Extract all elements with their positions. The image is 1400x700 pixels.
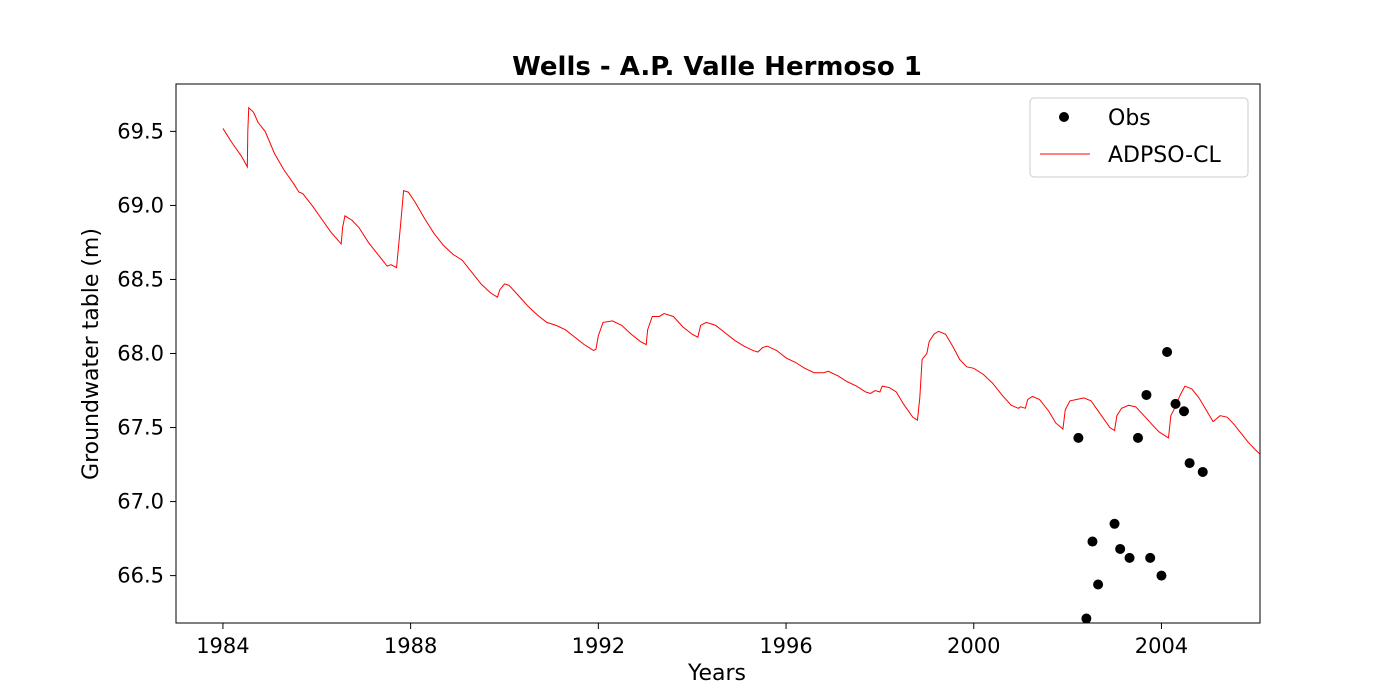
obs-point [1073, 432, 1084, 443]
obs-point [1170, 398, 1181, 409]
x-tick-label: 1996 [759, 634, 812, 658]
y-tick-label: 67.0 [117, 490, 164, 514]
y-axis: 66.5 67.0 67.5 68.0 68.5 69.0 69.5 [117, 119, 176, 588]
legend-box [1029, 97, 1249, 178]
obs-point [1087, 536, 1098, 547]
y-tick-label: 69.0 [117, 193, 164, 217]
x-tick-label: 1988 [384, 634, 437, 658]
x-tick-label: 2000 [947, 634, 1000, 658]
plot-area [222, 106, 1261, 624]
x-tick-label: 1984 [196, 634, 249, 658]
y-tick-label: 68.5 [117, 267, 164, 291]
obs-point [1178, 406, 1189, 417]
obs-point [1156, 570, 1167, 581]
obs-point [1124, 552, 1135, 563]
y-tick-label: 68.0 [117, 342, 164, 366]
legend-obs-marker [1059, 112, 1069, 122]
obs-point [1141, 389, 1152, 400]
y-axis-label: Groundwater table (m) [79, 228, 104, 480]
legend: Obs ADPSO-CL [1029, 97, 1249, 178]
obs-point [1162, 347, 1173, 358]
x-tick-label: 1992 [572, 634, 625, 658]
obs-point [1109, 518, 1120, 529]
y-tick-label: 69.5 [117, 119, 164, 143]
x-axis: 1984 1988 1992 1996 2000 2004 [196, 623, 1188, 658]
obs-point [1115, 543, 1126, 554]
x-axis-label: Years [687, 661, 746, 686]
obs-point [1184, 458, 1195, 469]
legend-obs-label: Obs [1108, 106, 1151, 131]
obs-point [1197, 466, 1208, 477]
y-tick-label: 66.5 [117, 564, 164, 588]
legend-adpso-label: ADPSO-CL [1108, 143, 1221, 168]
chart-title: Wells - A.P. Valle Hermoso 1 [512, 52, 922, 82]
obs-point [1132, 432, 1143, 443]
x-tick-label: 2004 [1135, 634, 1188, 658]
obs-point [1145, 552, 1156, 563]
y-tick-label: 67.5 [117, 416, 164, 440]
obs-point [1093, 579, 1104, 590]
obs-point [1081, 613, 1092, 624]
series-line-adpso-cl [222, 106, 1261, 455]
